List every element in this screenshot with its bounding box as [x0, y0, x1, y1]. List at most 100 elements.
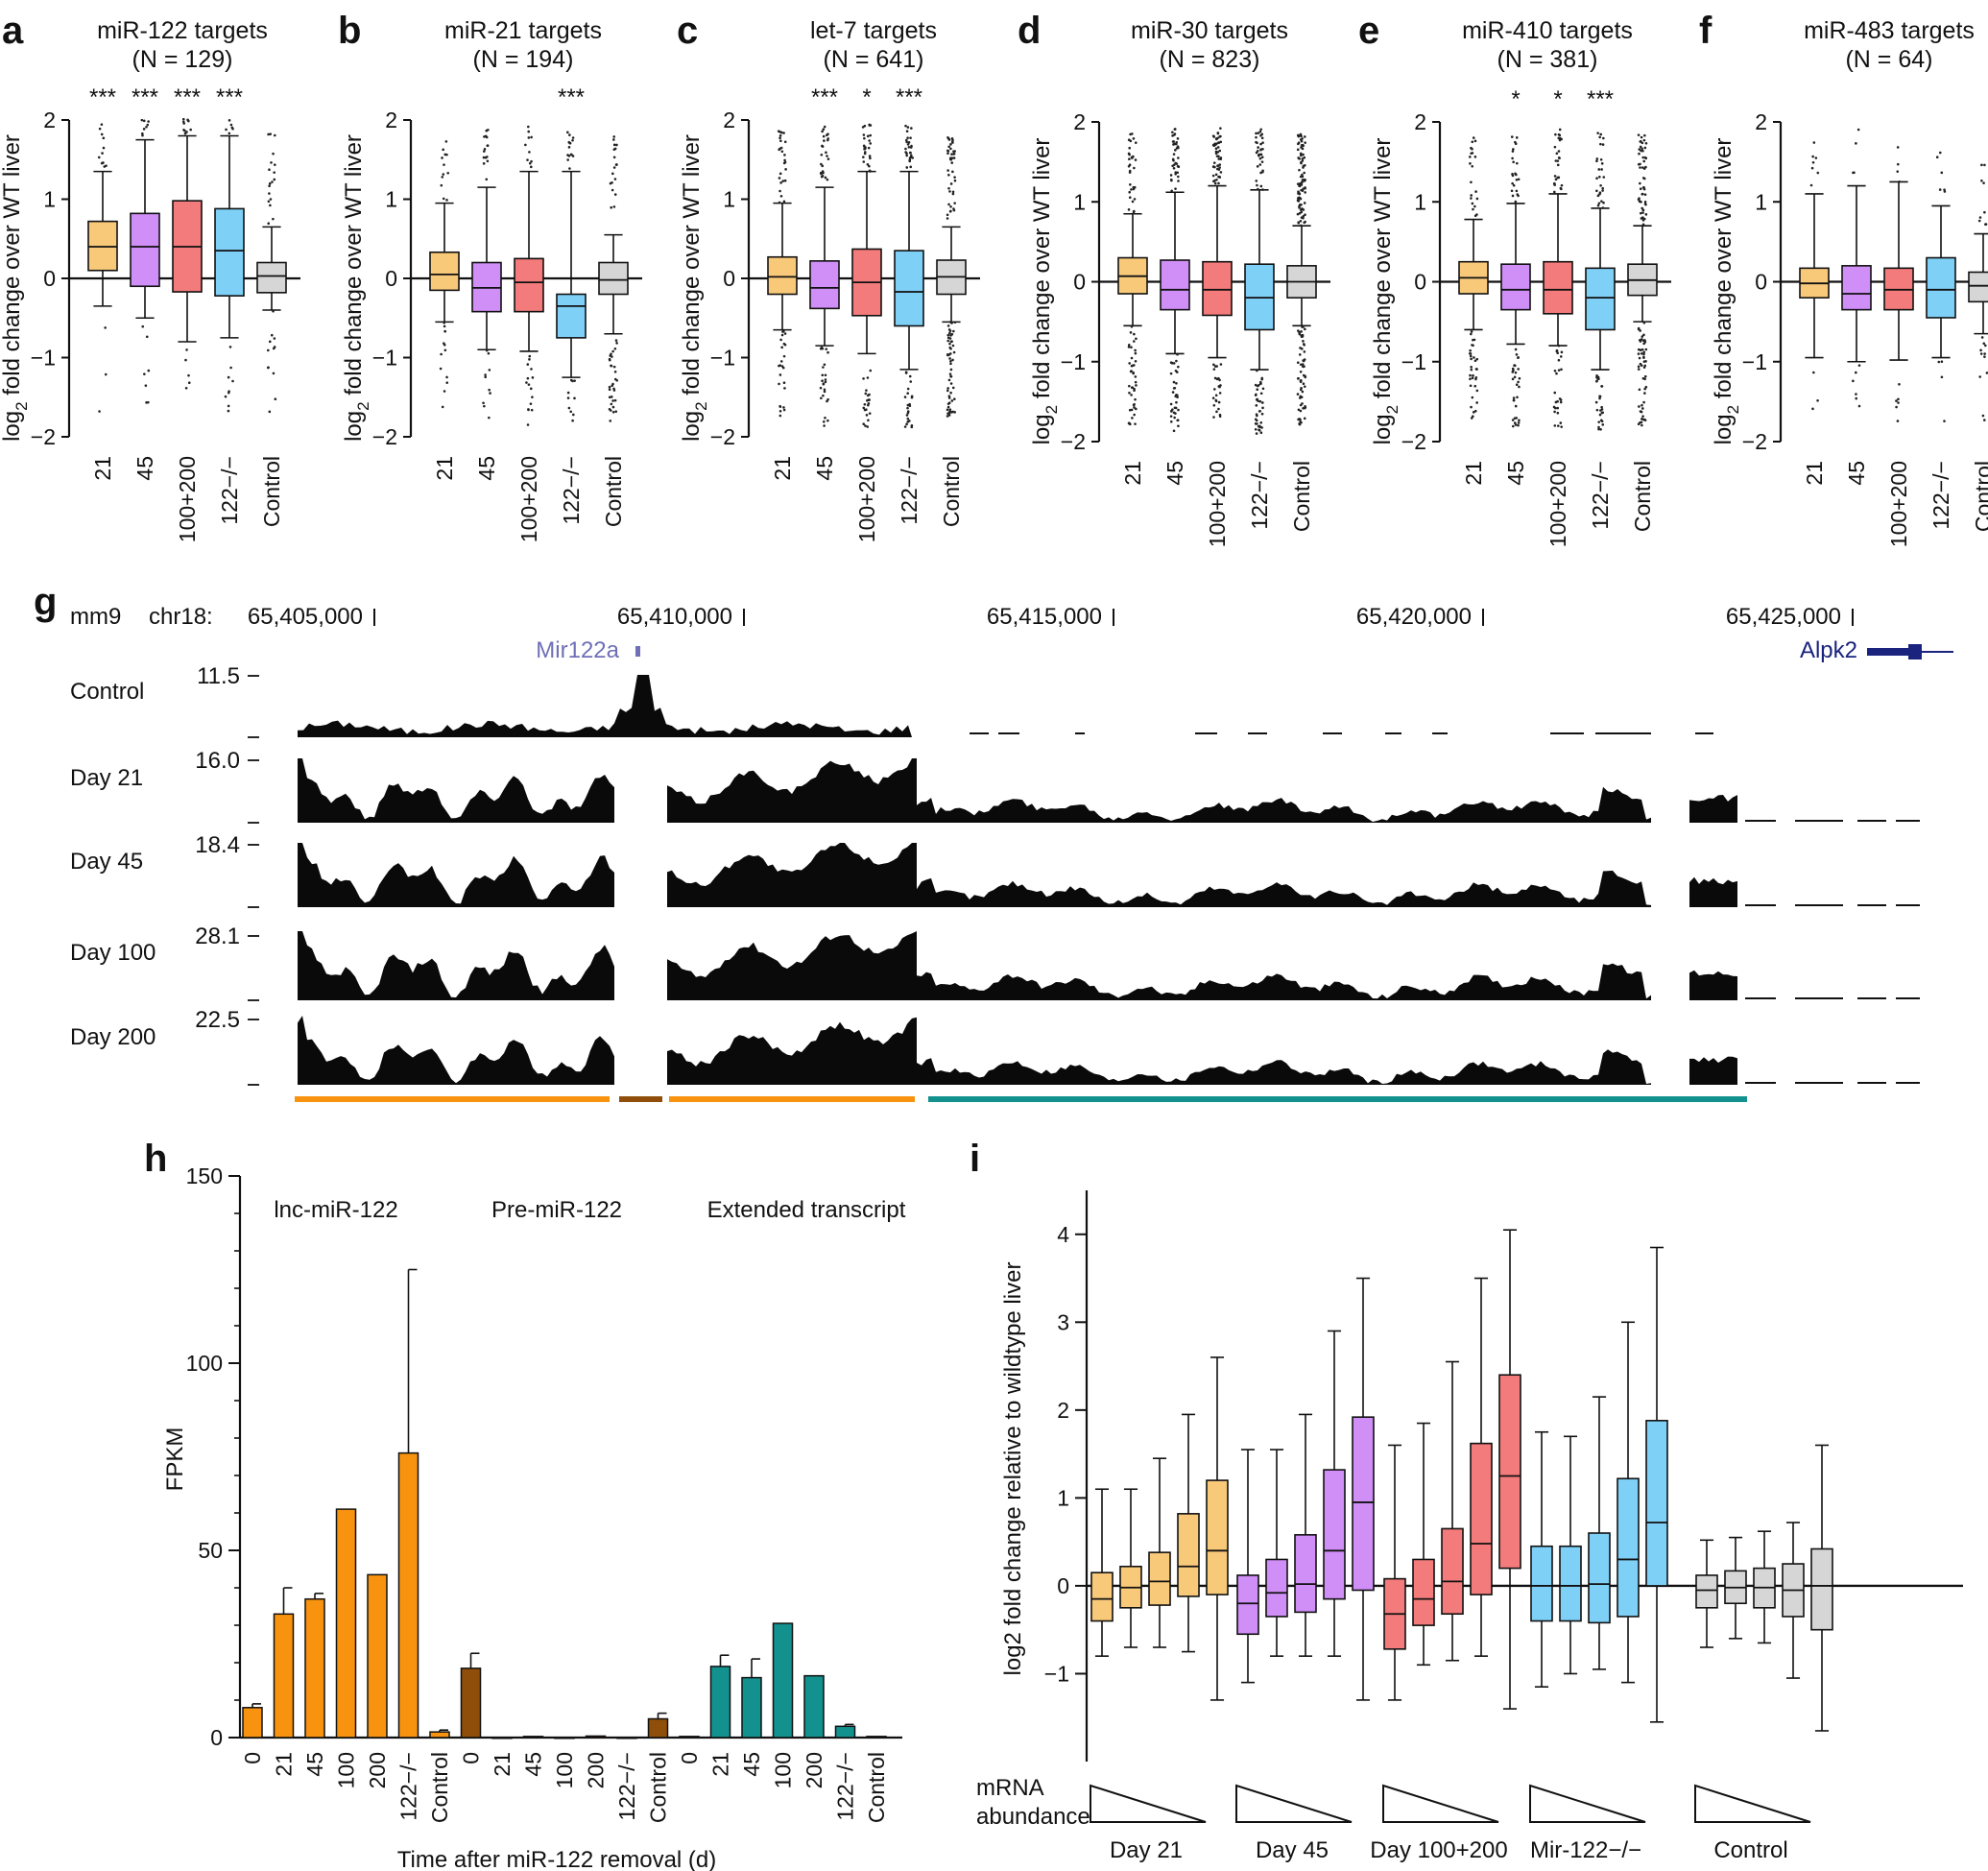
x-tick-label: 45	[739, 1752, 764, 1777]
box-45-outlier	[822, 382, 826, 385]
box-21-outlier	[1130, 132, 1134, 135]
box-Control-outlier	[948, 357, 951, 360]
box-Control-outlier	[946, 152, 949, 156]
box-100+200-outlier	[1557, 132, 1561, 136]
box-45-outlier	[145, 335, 149, 339]
box-45-outlier	[823, 139, 826, 142]
box-21-outlier	[104, 372, 108, 376]
box-100+200-outlier	[528, 161, 532, 165]
box-21-outlier	[1129, 331, 1133, 334]
box-45-outlier	[824, 378, 827, 381]
box-Control-outlier	[1303, 358, 1306, 361]
box-Control-outlier	[951, 192, 955, 196]
x-tick-label: Control	[939, 456, 964, 527]
box-Control-outlier	[608, 388, 611, 392]
box-100+200-outlier	[1218, 163, 1222, 166]
box-122−/−-outlier	[905, 152, 908, 156]
box-21-outlier	[1470, 330, 1473, 333]
y-tick-label: 3	[1057, 1309, 1069, 1334]
box-Control-outlier	[1637, 198, 1641, 202]
box-box	[1470, 1442, 1493, 1595]
box-100+200-outlier	[866, 134, 870, 138]
box-Control-outlier	[1304, 405, 1306, 408]
y-tick-label: −1	[1061, 349, 1086, 374]
box-100+200-outlier	[1214, 147, 1218, 151]
track-signal	[298, 1016, 1737, 1085]
box-122−/−-outlier	[904, 147, 907, 151]
box-100+200-outlier	[1560, 368, 1563, 372]
panel-h: h 0 50 100 150 FPKM Time after miR-122 removal…	[144, 1138, 906, 1871]
box-Control-outlier	[1304, 179, 1307, 181]
box-21-outlier	[445, 153, 448, 156]
x-tick-label: 100	[334, 1752, 359, 1788]
box-45-outlier	[146, 123, 150, 127]
box-Control-outlier	[952, 150, 955, 153]
y-axis-label: log2 fold change over WT liver	[1711, 138, 1742, 445]
box-Control-outlier	[946, 217, 949, 220]
box-100+200-outlier	[1212, 363, 1215, 367]
box-45-outlier	[1517, 368, 1520, 371]
box-Control-outlier	[1984, 223, 1987, 227]
box-122−/−-outlier	[1261, 169, 1264, 173]
box-21-outlier	[1134, 348, 1137, 352]
box-122−/−-outlier	[906, 403, 910, 407]
box-21-outlier	[1811, 160, 1815, 164]
box-122−/−-outlier	[1255, 432, 1258, 435]
box-Control-outlier	[1638, 152, 1641, 156]
box-100+200-outlier	[527, 136, 531, 139]
box-100+200-outlier	[864, 392, 868, 396]
box-122−/−-outlier	[1600, 385, 1604, 388]
box-Control-outlier	[1641, 407, 1644, 410]
box-Control-outlier	[952, 156, 956, 159]
box-100+200-outlier	[868, 164, 871, 168]
box-100+200-outlier	[1213, 365, 1217, 368]
box-21-outlier	[778, 373, 782, 376]
box-box	[1530, 1545, 1553, 1622]
box-100+200-outlier	[530, 408, 534, 412]
box-100+200-outlier	[868, 124, 872, 127]
box-45-outlier	[486, 144, 490, 147]
box-122−/−-outlier	[1256, 141, 1258, 145]
y-label-subscript: 2	[354, 401, 372, 410]
box-Control-outlier	[613, 193, 617, 196]
box-box	[1265, 1558, 1288, 1618]
box-122−/−-outlier	[1602, 176, 1606, 179]
box-21-outlier	[1475, 389, 1479, 393]
box-45-outlier	[1171, 391, 1175, 394]
chart-n-label: (N = 823)	[1160, 46, 1260, 73]
significance-label: ***	[174, 84, 201, 110]
box-45-outlier	[485, 348, 489, 352]
box-100+200-outlier	[1219, 140, 1223, 144]
box-Control-box	[1968, 271, 1988, 303]
box-21-outlier	[778, 136, 781, 140]
box-21-outlier	[1134, 422, 1137, 425]
y-tick-label: −2	[31, 424, 56, 449]
box-45-outlier	[1857, 404, 1861, 408]
box-100+200-outlier	[1553, 391, 1557, 395]
box-122−/−-outlier	[228, 346, 232, 348]
box-Control-outlier	[273, 337, 276, 340]
box-Control-outlier	[950, 340, 953, 343]
box-Control-outlier	[608, 407, 611, 411]
box-122−/−-outlier	[1935, 156, 1939, 159]
box-122−/−-outlier	[1601, 423, 1605, 426]
box-Control-outlier	[1637, 133, 1641, 136]
track-max-label: 11.5	[197, 663, 240, 689]
x-tick-label: 122−/−	[897, 456, 922, 525]
box-122−/−-outlier	[1259, 421, 1263, 424]
box-21-outlier	[445, 381, 449, 384]
box-100+200-outlier	[865, 389, 868, 392]
box-45-outlier	[484, 375, 488, 379]
alpk2-exon	[1867, 648, 1915, 656]
panel-letter-b: b	[338, 10, 361, 52]
box-100+200-outlier	[189, 128, 192, 132]
y-axis-label: log2 fold change over WT liver	[0, 134, 31, 442]
box-122−/−-outlier	[1595, 379, 1598, 383]
box-Control-outlier	[1641, 223, 1645, 227]
y-tick-label: 0	[210, 1725, 223, 1750]
box-21-outlier	[1473, 409, 1477, 413]
box-Control-outlier	[1643, 392, 1646, 395]
box-122−/−-outlier	[227, 404, 230, 408]
box-21-outlier	[1469, 373, 1472, 377]
box-21-outlier	[1811, 155, 1814, 158]
